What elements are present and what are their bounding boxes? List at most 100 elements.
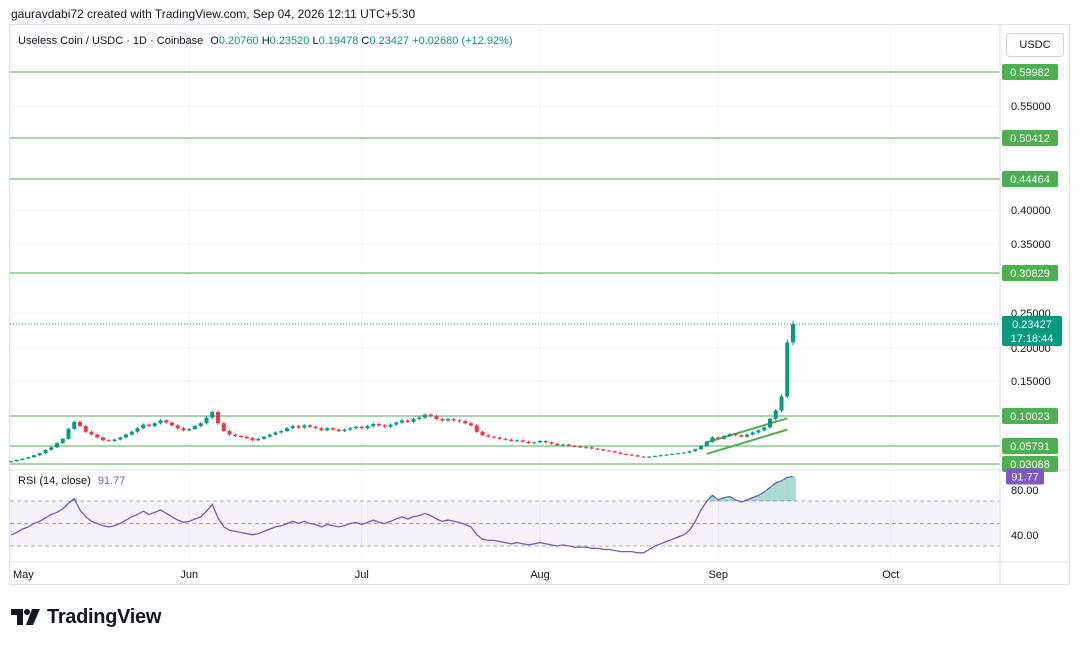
- candle-body: [503, 438, 508, 440]
- candle: [670, 453, 675, 456]
- candle: [520, 439, 525, 443]
- y-tick-label: 0.40000: [1011, 205, 1051, 217]
- candle: [532, 441, 537, 444]
- candle-body: [124, 434, 128, 438]
- candle-body: [193, 426, 197, 429]
- level-label: 0.03088: [1010, 459, 1050, 471]
- candle-body: [400, 420, 404, 423]
- candle-body: [256, 438, 261, 441]
- y-tick-label: 0.55000: [1011, 101, 1051, 113]
- candle: [210, 410, 215, 419]
- chart-frame: [9, 24, 1070, 585]
- candle-body: [313, 426, 318, 429]
- candle-body: [693, 449, 698, 452]
- candle-body: [647, 456, 652, 458]
- candle-body: [762, 427, 767, 431]
- candle-body: [308, 425, 312, 427]
- currency-button[interactable]: USDC: [1006, 33, 1064, 57]
- candle: [302, 424, 307, 429]
- candle: [624, 453, 629, 456]
- candle: [118, 436, 123, 441]
- candle-body: [716, 437, 721, 439]
- tradingview-logo[interactable]: TradingView: [11, 605, 161, 629]
- candle-body: [635, 455, 640, 457]
- candle-body: [95, 434, 100, 438]
- candle-body: [164, 420, 169, 423]
- candle: [756, 429, 761, 434]
- candle: [348, 427, 353, 431]
- candle-body: [319, 428, 324, 431]
- candle-body: [158, 420, 163, 424]
- candle: [394, 421, 399, 426]
- candle-body: [750, 432, 755, 435]
- candle: [566, 443, 571, 447]
- candlestick-series: [9, 320, 795, 463]
- candle: [89, 430, 94, 436]
- candle-body: [687, 451, 692, 453]
- time-axis: May Jun Jul Aug Sep Oct: [10, 25, 1070, 584]
- candle-body: [147, 424, 151, 427]
- candle-body: [129, 431, 134, 435]
- candle-body: [78, 421, 82, 427]
- candle-body: [704, 441, 709, 446]
- candle: [417, 416, 422, 421]
- candle: [722, 434, 726, 440]
- candle-body: [480, 431, 485, 436]
- high-value: 0.23520: [269, 35, 310, 47]
- level-label: 0.30829: [1010, 268, 1050, 280]
- candle-body: [49, 447, 54, 450]
- candle: [175, 424, 180, 430]
- candle-body: [699, 445, 703, 450]
- candle-body: [791, 324, 795, 343]
- candle: [26, 456, 31, 460]
- candle-body: [756, 430, 761, 433]
- candle: [20, 458, 25, 461]
- candle: [285, 427, 289, 433]
- candle-body: [382, 425, 387, 427]
- candle-body: [262, 436, 266, 439]
- candle-body: [83, 426, 88, 432]
- candle: [785, 339, 790, 399]
- candle-body: [727, 433, 732, 437]
- candle-body: [618, 452, 623, 454]
- candle: [607, 449, 611, 452]
- candle-body: [785, 342, 790, 397]
- candle-body: [676, 453, 680, 455]
- candle-body: [779, 396, 784, 411]
- candle-body: [653, 455, 657, 457]
- candle-body: [670, 453, 675, 455]
- candle-body: [9, 461, 13, 463]
- candle: [480, 430, 485, 437]
- candle: [428, 413, 433, 418]
- candle-body: [624, 453, 629, 455]
- candle-body: [722, 436, 726, 439]
- candle-body: [555, 443, 560, 446]
- candle: [405, 419, 410, 424]
- rsi-last-label: 91.77: [1011, 472, 1039, 484]
- candle-body: [141, 424, 146, 429]
- candle: [106, 439, 111, 442]
- candle: [262, 435, 266, 440]
- candle-body: [250, 438, 255, 441]
- candle: [147, 423, 151, 428]
- close-value: 0.23427: [369, 35, 410, 47]
- candle: [95, 433, 100, 439]
- candle: [290, 424, 295, 430]
- candle: [779, 394, 784, 413]
- candle: [244, 435, 249, 440]
- candle: [601, 448, 606, 452]
- candle-body: [221, 423, 226, 432]
- candle-body: [101, 437, 105, 441]
- candle: [411, 417, 416, 424]
- candle: [589, 446, 594, 450]
- candle-body: [768, 418, 772, 428]
- candle-body: [630, 454, 634, 456]
- candle-body: [745, 434, 749, 437]
- rsi-label: RSI (14, close): [18, 475, 91, 487]
- candle: [354, 425, 358, 430]
- candle: [152, 421, 157, 428]
- candle: [267, 433, 272, 438]
- candle-body: [342, 429, 347, 432]
- candle: [164, 419, 169, 424]
